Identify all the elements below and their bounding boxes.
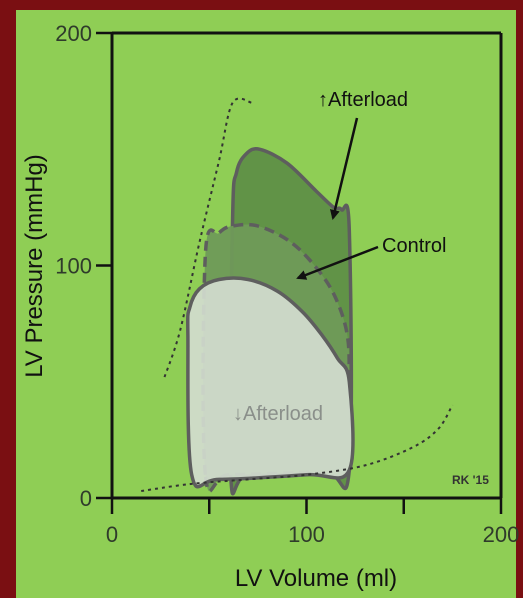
x-axis-title: LV Volume (ml) [235, 565, 397, 592]
y-axis-title: LV Pressure (mmHg) [21, 154, 48, 378]
arrow-increased-afterload [330, 117, 359, 220]
x-tick-label: 100 [288, 522, 325, 547]
relationship-lines-layer [141, 97, 454, 492]
y-tick-label: 0 [80, 486, 92, 511]
arrow-control [296, 245, 379, 280]
loop-decreased-afterload [186, 276, 355, 489]
end-diastolic-pressure-line [141, 404, 454, 492]
end-systolic-pressure-line [163, 97, 253, 378]
annotation-increased-afterload: ↑Afterload [318, 89, 408, 111]
author-signature: RK '15 [452, 473, 489, 487]
x-tick-label: 200 [483, 522, 520, 547]
y-tick-label: 200 [55, 21, 92, 46]
annotation-decreased-afterload: ↓Afterload [233, 403, 323, 425]
annotation-control: Control [382, 235, 446, 257]
x-tick-label: 0 [106, 522, 118, 547]
pv-loops-layer [186, 147, 355, 496]
y-tick-label: 100 [55, 254, 92, 279]
ticks-layer: 0 100 200 0 100 200 [55, 21, 519, 547]
